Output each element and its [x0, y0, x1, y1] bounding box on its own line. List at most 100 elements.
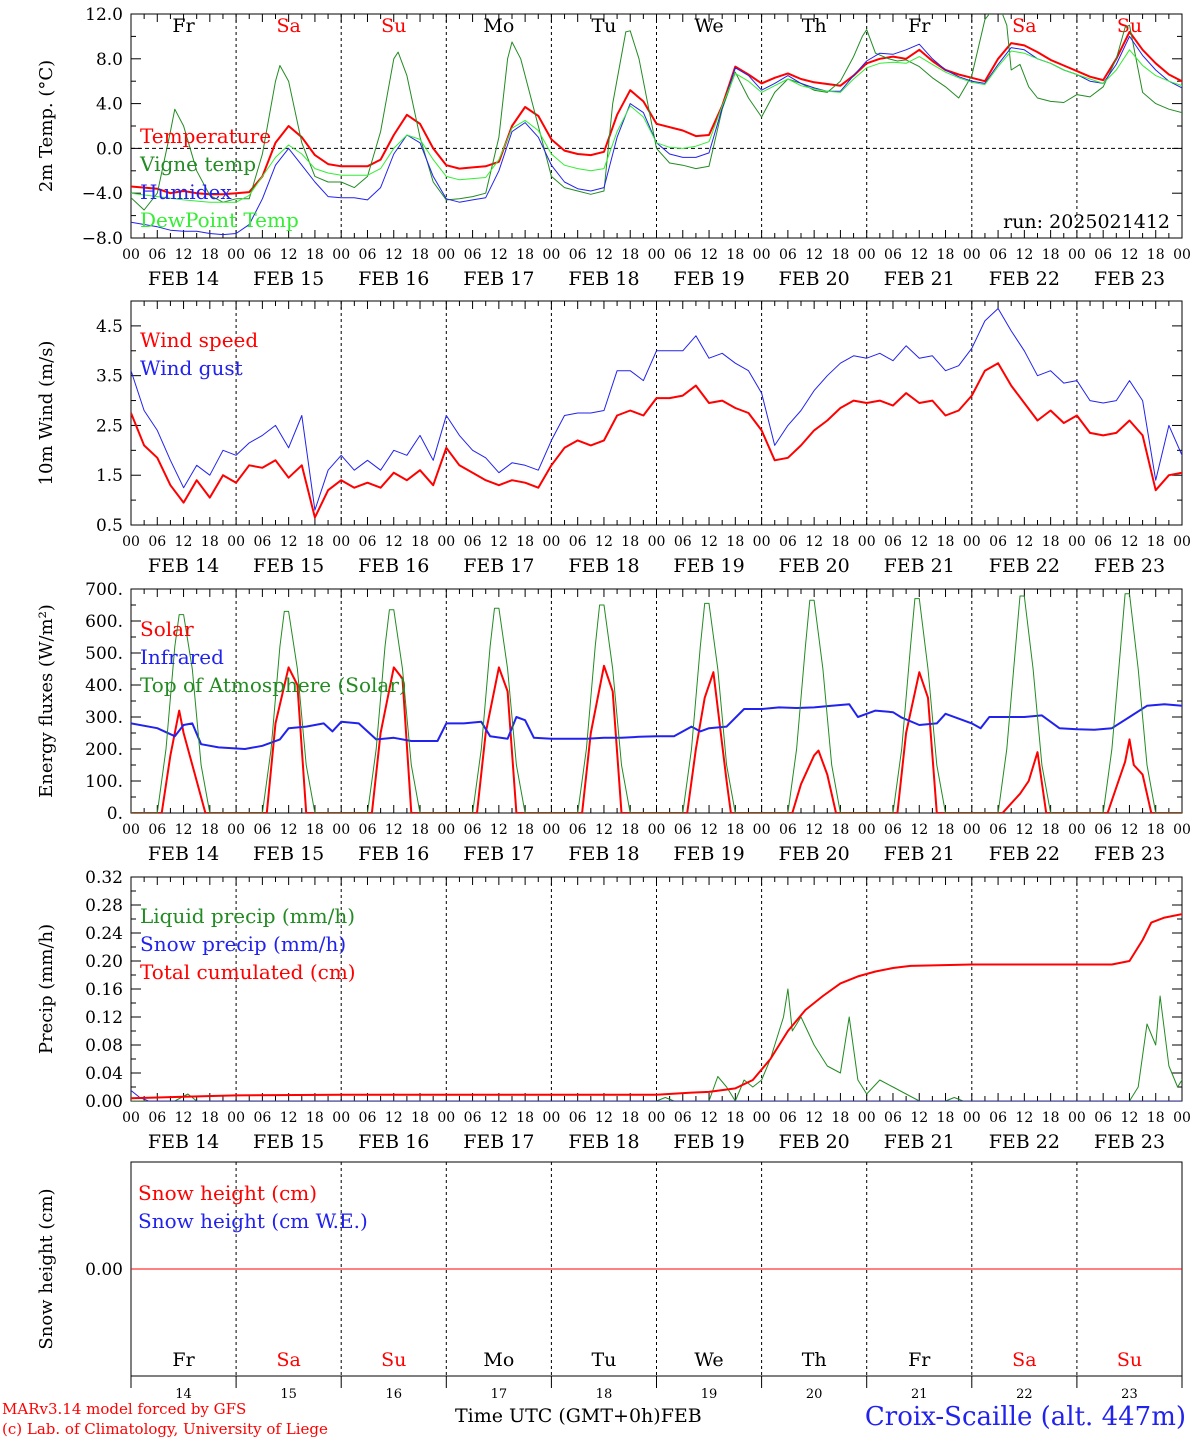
hour-label: 12 — [805, 247, 823, 263]
hour-label: 18 — [411, 247, 429, 263]
series-line — [131, 362, 1182, 519]
hour-label: 00 — [437, 247, 455, 263]
hour-label: 18 — [1147, 247, 1165, 263]
hour-label: 18 — [1042, 247, 1060, 263]
hour-label: 18 — [411, 534, 429, 550]
hour-label: 00 — [122, 1110, 140, 1126]
hour-label: 00 — [753, 534, 771, 550]
hour-label: 18 — [306, 822, 324, 838]
series-line — [131, 593, 1182, 813]
hour-label: 06 — [359, 1110, 377, 1126]
hour-label: 18 — [516, 534, 534, 550]
date-label: FEB 15 — [253, 555, 324, 577]
hour-label: 12 — [910, 534, 928, 550]
hour-label: 00 — [122, 247, 140, 263]
hour-label: 06 — [569, 247, 587, 263]
hour-label: 12 — [490, 247, 508, 263]
hour-label: 12 — [1121, 534, 1139, 550]
hour-label: 12 — [595, 534, 613, 550]
plot-frame — [130, 300, 1183, 526]
series-group — [131, 14, 1182, 236]
day-number-label: 23 — [1121, 1387, 1138, 1402]
hour-label: 12 — [595, 822, 613, 838]
y-tick-label: 0.5 — [96, 516, 123, 536]
hour-label: 06 — [779, 822, 797, 838]
hour-label: 12 — [1015, 534, 1033, 550]
hour-label: 00 — [122, 534, 140, 550]
hour-label: 18 — [937, 534, 955, 550]
time-axis-title: Time UTC (GMT+0h)FEB — [455, 1405, 702, 1427]
hour-label: 12 — [700, 534, 718, 550]
legend-entry: Total cumulated (cm) — [140, 960, 356, 984]
hour-label: 18 — [621, 1110, 639, 1126]
date-label: FEB 20 — [779, 555, 850, 577]
hour-label: 06 — [464, 247, 482, 263]
hour-label: 00 — [332, 534, 350, 550]
hour-label: 06 — [779, 534, 797, 550]
date-label: FEB 22 — [989, 268, 1060, 290]
y-tick-label: 600. — [85, 612, 123, 632]
hour-label: 06 — [884, 1110, 902, 1126]
date-label: FEB 14 — [148, 268, 219, 290]
hour-label: 06 — [989, 534, 1007, 550]
weekday-label: Fr — [172, 15, 195, 37]
hour-label: 00 — [1068, 822, 1086, 838]
hour-label: 00 — [753, 822, 771, 838]
legend-entry: Snow height (cm) — [138, 1181, 317, 1205]
day-number-label: 21 — [911, 1387, 928, 1402]
hour-label: 12 — [595, 247, 613, 263]
hour-label: 12 — [1121, 1110, 1139, 1126]
date-label: FEB 17 — [463, 1131, 534, 1153]
series-line — [131, 912, 1182, 1100]
hour-label: 00 — [1173, 247, 1191, 263]
y-tick-label: 0.00 — [85, 1092, 123, 1112]
hour-label: 18 — [621, 534, 639, 550]
hour-label: 18 — [937, 822, 955, 838]
hour-label: 06 — [884, 822, 902, 838]
hour-label: 06 — [253, 1110, 271, 1126]
y-tick-label: 700. — [85, 580, 123, 600]
date-label: FEB 17 — [463, 555, 534, 577]
hour-label: 06 — [989, 822, 1007, 838]
weekday-label: Tu — [591, 15, 616, 37]
hour-label: 12 — [1015, 247, 1033, 263]
hour-label: 06 — [1094, 247, 1112, 263]
day-number-label: 22 — [1016, 1387, 1033, 1402]
hour-label: 12 — [700, 247, 718, 263]
legend-entry: Liquid precip (mm/h) — [140, 904, 355, 928]
weekday-label: Fr — [172, 1349, 195, 1371]
date-label: FEB 17 — [463, 843, 534, 865]
chart-panel-precip: 0.00 0.04 0.08 0.12 0.16 0.20 0.24 0.28 0.32 Prec… — [36, 868, 1191, 1153]
hour-label: 00 — [648, 534, 666, 550]
series-line — [131, 35, 1182, 236]
y-tick-label: 12.0 — [85, 5, 123, 25]
y-tick-label: 4.5 — [96, 317, 123, 337]
hour-label: 18 — [1042, 1110, 1060, 1126]
series-group — [131, 912, 1182, 1101]
series-group — [131, 308, 1182, 519]
date-label: FEB 23 — [1094, 268, 1165, 290]
date-label: FEB 20 — [779, 268, 850, 290]
y-tick-label: 0.20 — [85, 952, 123, 972]
date-label: FEB 18 — [568, 555, 639, 577]
date-label: FEB 23 — [1094, 555, 1165, 577]
weekday-label: Tu — [591, 1349, 616, 1371]
y-axis-label: Energy fluxes (W/m²) — [36, 604, 57, 798]
weekday-label: We — [694, 15, 723, 37]
hour-label: 06 — [674, 247, 692, 263]
y-tick-label: 0.32 — [85, 868, 123, 888]
weekday-label: Sa — [1012, 1349, 1036, 1371]
hour-label: 18 — [937, 1110, 955, 1126]
date-label: FEB 23 — [1094, 1131, 1165, 1153]
hour-label: 18 — [832, 247, 850, 263]
hour-label: 06 — [779, 1110, 797, 1126]
date-label: FEB 15 — [253, 268, 324, 290]
date-label: FEB 18 — [568, 268, 639, 290]
hour-label: 00 — [542, 534, 560, 550]
hour-label: 12 — [490, 534, 508, 550]
hour-label: 00 — [437, 1110, 455, 1126]
station-title: Croix-Scaille (alt. 447m) — [864, 1402, 1186, 1432]
hour-label: 12 — [805, 822, 823, 838]
hour-label: 00 — [332, 822, 350, 838]
hour-label: 12 — [280, 247, 298, 263]
